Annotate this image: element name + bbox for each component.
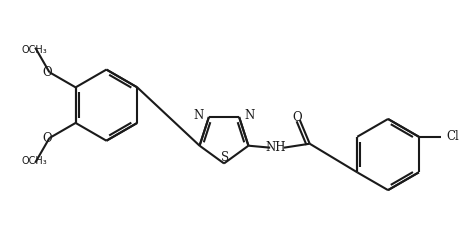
Text: O: O bbox=[43, 66, 52, 79]
Text: N: N bbox=[244, 110, 254, 122]
Text: Cl: Cl bbox=[445, 130, 458, 143]
Text: OCH₃: OCH₃ bbox=[21, 45, 47, 55]
Text: NH: NH bbox=[265, 141, 286, 154]
Text: OCH₃: OCH₃ bbox=[21, 156, 47, 166]
Text: S: S bbox=[220, 151, 229, 165]
Text: O: O bbox=[291, 110, 301, 124]
Text: N: N bbox=[193, 110, 204, 122]
Text: O: O bbox=[43, 132, 52, 145]
